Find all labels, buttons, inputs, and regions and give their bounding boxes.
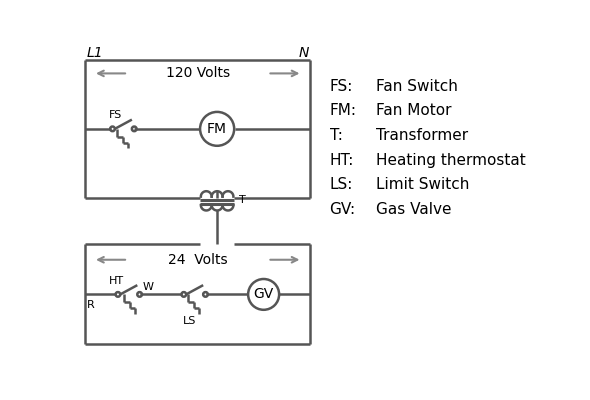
Text: W: W	[143, 282, 154, 292]
Text: R: R	[87, 300, 94, 310]
Text: 24  Volts: 24 Volts	[168, 253, 228, 267]
Text: Transformer: Transformer	[376, 128, 468, 143]
Text: FM:: FM:	[329, 104, 356, 118]
Text: Heating thermostat: Heating thermostat	[376, 153, 526, 168]
Text: HT: HT	[109, 276, 124, 286]
Text: Fan Motor: Fan Motor	[376, 104, 451, 118]
Text: N: N	[298, 46, 309, 60]
Text: Gas Valve: Gas Valve	[376, 202, 451, 217]
Text: FS:: FS:	[329, 79, 353, 94]
Text: HT:: HT:	[329, 153, 354, 168]
Text: FS: FS	[109, 110, 122, 120]
Text: L1: L1	[87, 46, 104, 60]
Text: T:: T:	[329, 128, 342, 143]
Text: GV:: GV:	[329, 202, 356, 217]
Text: Fan Switch: Fan Switch	[376, 79, 458, 94]
Text: LS:: LS:	[329, 177, 353, 192]
Text: GV: GV	[254, 287, 274, 302]
Text: LS: LS	[182, 316, 196, 326]
Text: Limit Switch: Limit Switch	[376, 177, 470, 192]
Text: FM: FM	[207, 122, 227, 136]
Text: 120 Volts: 120 Volts	[166, 66, 230, 80]
Text: T: T	[239, 196, 245, 206]
